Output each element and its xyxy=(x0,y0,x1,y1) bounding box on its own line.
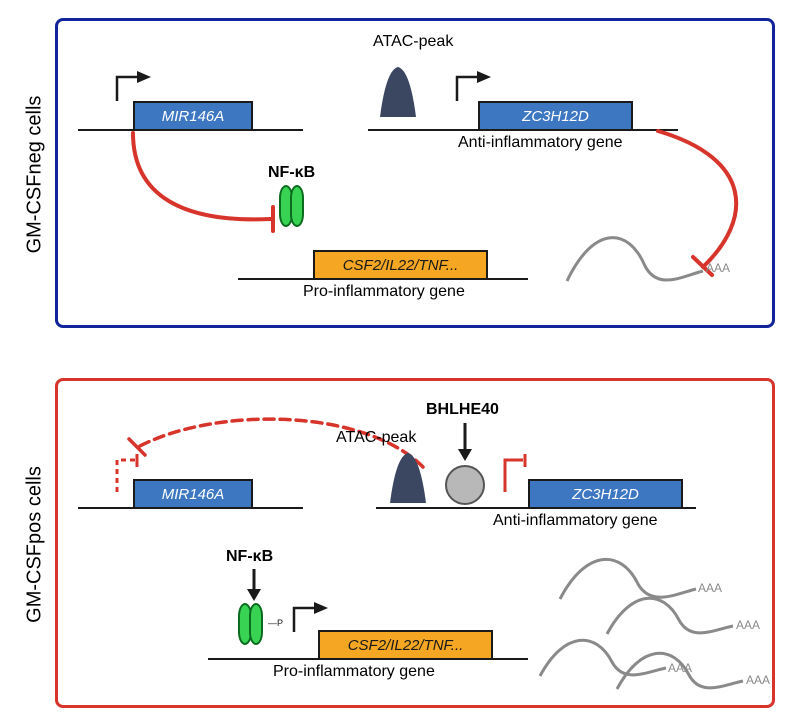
panel-label-neg: GM-CSFneg cells xyxy=(24,85,47,265)
bhlhe-label-text: BHLHE40 xyxy=(426,401,499,418)
gene-mir-pos: MIR146A xyxy=(133,479,253,509)
atac-label-neg-text: ATAC-peak xyxy=(373,33,453,50)
anti-label-pos: Anti-inflammatory gene xyxy=(493,512,658,530)
pro-label-pos-text: Pro-inflammatory gene xyxy=(273,663,435,680)
bhlhe-icon xyxy=(444,464,486,506)
panel-neg: ATAC-peak MIR146A ZC3H12D Anti-inflammat… xyxy=(55,18,775,328)
gene-mir-pos-text: MIR146A xyxy=(162,486,225,503)
gene-mir-neg: MIR146A xyxy=(133,101,253,131)
aaa-pos-2: AAA xyxy=(736,618,760,632)
gene-pro-neg: CSF2/IL22/TNF... xyxy=(313,250,488,280)
atac-label-pos: ATAC-peak xyxy=(336,429,416,447)
aaa-pos-4: AAA xyxy=(746,673,770,687)
nfkb-arrow xyxy=(244,567,264,603)
anti-label-neg-text: Anti-inflammatory gene xyxy=(458,134,623,151)
atac-label-neg: ATAC-peak xyxy=(373,33,453,51)
inhibit-mir-nfkb-neg xyxy=(123,131,293,236)
pro-label-neg: Pro-inflammatory gene xyxy=(303,283,465,301)
mrna-neg xyxy=(563,221,723,286)
aaa-neg-text: AAA xyxy=(706,261,730,275)
panel-label-neg-text: GM-CSFneg cells xyxy=(24,96,46,254)
gene-pro-pos-text: CSF2/IL22/TNF... xyxy=(348,637,464,654)
gene-pro-neg-text: CSF2/IL22/TNF... xyxy=(343,257,459,274)
panel-label-pos: GM-CSFpos cells xyxy=(24,455,47,635)
phosphate-icon: —P xyxy=(268,618,283,628)
gene-zc-pos-text: ZC3H12D xyxy=(572,486,639,503)
nfkb-icon-pos xyxy=(241,603,263,645)
gene-zc-neg-text: ZC3H12D xyxy=(522,108,589,125)
bhlhe-label: BHLHE40 xyxy=(426,401,499,419)
atac-peak-neg xyxy=(378,65,418,120)
gene-pro-pos: CSF2/IL22/TNF... xyxy=(318,630,493,660)
nfkb-label-pos: NF-κB xyxy=(226,548,273,566)
nfkb-label-pos-text: NF-κB xyxy=(226,548,273,565)
aaa-pos-4-text: AAA xyxy=(746,673,770,687)
pro-label-neg-text: Pro-inflammatory gene xyxy=(303,283,465,300)
gene-mir-neg-text: MIR146A xyxy=(162,108,225,125)
atac-peak-pos xyxy=(388,451,428,506)
anti-label-neg: Anti-inflammatory gene xyxy=(458,134,623,152)
anti-label-pos-text: Anti-inflammatory gene xyxy=(493,512,658,529)
bhlhe-arrow xyxy=(455,421,475,463)
tss-arrow-zc-blocked xyxy=(501,454,531,494)
mrna-pos-4 xyxy=(613,639,763,694)
gene-zc-pos: ZC3H12D xyxy=(528,479,683,509)
panel-label-pos-text: GM-CSFpos cells xyxy=(24,466,46,623)
atac-label-pos-text: ATAC-peak xyxy=(336,429,416,446)
aaa-neg: AAA xyxy=(706,261,730,275)
panel-pos: MIR146A ATAC-peak BHLHE40 ZC3H12D Anti-i… xyxy=(55,378,775,708)
aaa-pos-2-text: AAA xyxy=(736,618,760,632)
pro-label-pos: Pro-inflammatory gene xyxy=(273,663,435,681)
gene-zc-neg: ZC3H12D xyxy=(478,101,633,131)
